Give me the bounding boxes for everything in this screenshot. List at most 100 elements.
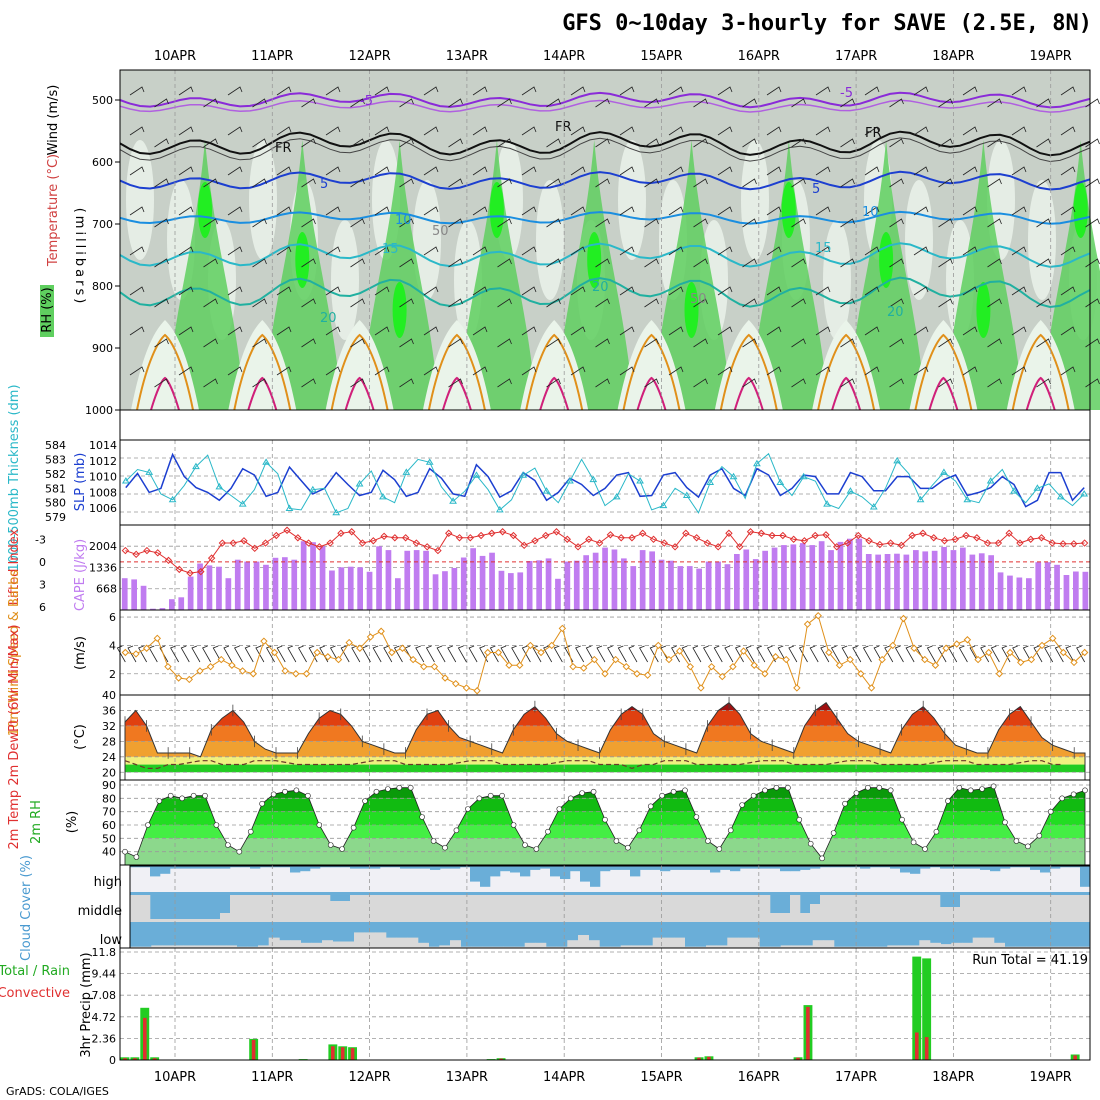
wind-barb [864, 126, 880, 136]
lifted-index-marker [617, 534, 625, 542]
cape-bar [922, 551, 929, 610]
wind-barb [497, 298, 512, 308]
wind-barb-10m [543, 645, 553, 663]
rh-marker [647, 803, 654, 810]
cloud-level-low: low [100, 933, 123, 948]
cloud-cell-low [482, 946, 493, 948]
cloud-cell-middle [380, 895, 391, 922]
cloud-cell-low [684, 946, 696, 948]
cloud-cell-high [150, 866, 161, 877]
rh-moist-plume [651, 140, 732, 410]
lifted-index-marker [973, 534, 981, 542]
cloud-cell-middle [150, 919, 161, 922]
cape-bar [639, 550, 646, 610]
cloud-cell-low [354, 932, 365, 948]
pressure-tick-label: 700 [92, 218, 113, 231]
cloud-cell-middle [940, 907, 951, 922]
cloud-cell-middle [270, 895, 281, 922]
rh-marker [407, 784, 414, 791]
wind-speed-marker [313, 648, 321, 657]
lifted-index-marker [531, 537, 539, 545]
wind-barb-10m [468, 645, 478, 663]
wind-barb-10m [297, 645, 307, 663]
cloud-cell-high [480, 866, 491, 887]
contour-label: 50 [690, 292, 707, 307]
cape-bar [508, 573, 514, 610]
cloud-cell-low [727, 937, 739, 948]
wind-barb [913, 366, 929, 376]
wind-barb [717, 326, 733, 336]
cape-bar [187, 576, 194, 610]
date-label-top: 15APR [640, 49, 682, 64]
date-label-top: 16APR [738, 49, 780, 64]
rh-marker [225, 842, 231, 848]
lifted-index-marker [391, 534, 399, 542]
wind-barb [252, 138, 267, 148]
rh-marker [533, 846, 540, 852]
rh-low-region [1028, 180, 1056, 300]
rh-tick-label: 80 [102, 792, 116, 805]
wind-barb-10m [553, 645, 563, 663]
rh-marker [579, 790, 585, 796]
wind-barb [252, 98, 267, 108]
thickness-marker [238, 500, 247, 507]
cloud-cell-middle [590, 895, 601, 922]
precip-convective-bar [707, 1056, 711, 1060]
wind-speed-marker [473, 687, 481, 695]
rh-marker [316, 822, 323, 828]
rh-marker [853, 790, 860, 796]
rh-marker [122, 848, 128, 855]
cape-axis-label: CAPE (J/kg) [73, 539, 88, 611]
cloud-cell-low [716, 945, 728, 948]
wind-barb [570, 366, 586, 376]
cloud-cell-middle [960, 895, 971, 922]
cloud-cell-middle [330, 901, 341, 922]
rh-low-region [413, 180, 441, 300]
cloud-cell-high [560, 866, 571, 879]
wind-barb-10m [138, 645, 147, 663]
rh-unit-label: (%) [65, 811, 80, 834]
cloud-cell-middle [910, 895, 921, 922]
rh-moist-plume [359, 140, 440, 410]
cloud-cell-low [802, 945, 813, 948]
wind-barb [717, 366, 733, 376]
wind-speed-marker [771, 653, 780, 661]
panel-frame [119, 947, 1091, 1061]
wind-barb [840, 138, 855, 148]
cape-bar [395, 578, 401, 610]
wind-barb [693, 258, 708, 268]
cloud-cell-middle [750, 895, 761, 922]
wind-barb [840, 298, 855, 308]
lifted-index-marker [132, 550, 140, 559]
cloud-cell-high [160, 866, 171, 874]
wind-barb-10m [830, 645, 840, 663]
thickness-marker [121, 477, 130, 484]
wind-barb [791, 298, 806, 308]
cape-bar [272, 557, 279, 610]
rh-marker [945, 798, 951, 804]
cloud-cell-low [578, 935, 589, 948]
temp-contour-25 [1011, 333, 1070, 411]
wind-speed-marker [142, 644, 151, 652]
wind-barb [1036, 178, 1051, 188]
rh-tick-label: 60 [102, 819, 116, 832]
wind-barb [374, 126, 390, 136]
wind-barb [203, 178, 218, 188]
contour-label: 5 [812, 182, 820, 197]
rh-saturated-core [1073, 182, 1088, 238]
lifted-index-marker [822, 531, 830, 539]
rh-marker [453, 827, 460, 834]
wind-barb [472, 246, 488, 256]
cape-bar [140, 585, 147, 610]
wind-speed-marker [718, 672, 726, 681]
wind-barb-10m [393, 645, 403, 663]
precip-convective-bar [924, 1037, 929, 1060]
cloud-cell-middle [1020, 895, 1031, 922]
cape-bar [1035, 562, 1042, 610]
cloud-cell-low [1079, 946, 1091, 948]
lifted-index-marker [639, 529, 647, 537]
cloud-cell-middle [930, 895, 941, 922]
cloud-cell-middle [570, 895, 581, 922]
wind-barb-10m [809, 645, 819, 663]
wind-barb [913, 326, 929, 336]
